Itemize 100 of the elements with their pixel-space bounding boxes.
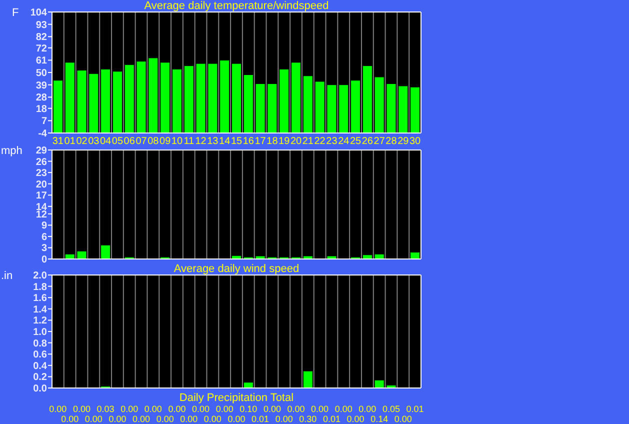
x-tick-label: 09 <box>160 136 172 147</box>
data-label: 0.00 <box>358 404 376 414</box>
x-tick-label: 17 <box>254 136 266 147</box>
text: Average daily wind speed <box>174 263 300 275</box>
y-tick-label: 1.4 <box>33 304 48 316</box>
y-tick-label: 104 <box>30 8 48 18</box>
y-tick-label: 28 <box>36 92 48 104</box>
data-label: 0.01 <box>252 414 270 424</box>
x-tick-label: 23 <box>326 136 338 147</box>
data-label: 0.00 <box>61 414 79 424</box>
x-tick-label: 15 <box>230 136 242 147</box>
y-tick-label: 9 <box>41 220 48 232</box>
data-label: 0.00 <box>180 414 198 424</box>
y-tick-label: 50 <box>36 68 48 79</box>
x-tick-label: 26 <box>362 136 374 147</box>
x-tick-label: 14 <box>219 136 231 147</box>
x-tick-label: 10 <box>171 136 183 147</box>
y-tick-label: 0 <box>41 254 48 266</box>
y-tick-label: 3 <box>41 243 48 254</box>
x-tick-label: 04 <box>100 136 112 147</box>
data-label: 0.00 <box>216 404 234 414</box>
y-tick-label: 6 <box>41 232 48 243</box>
y-axis-title: mph <box>1 144 22 157</box>
x-tick-label: 19 <box>278 136 290 147</box>
x-tick-label: 13 <box>207 136 219 147</box>
data-label: 0.14 <box>370 414 388 424</box>
data-label: 0.00 <box>132 414 150 424</box>
y-tick-label: 29 <box>36 146 48 156</box>
x-tick-label: 28 <box>386 136 398 147</box>
data-label: 0.30 <box>299 414 317 424</box>
y-tick-label: 1.8 <box>33 282 48 293</box>
y-axis-title: .in <box>1 270 13 282</box>
data-label: 0.05 <box>382 404 400 414</box>
y-tick-label: 7 <box>41 116 48 128</box>
y-tick-label: 12 <box>36 209 48 220</box>
data-label: 0.00 <box>156 414 174 424</box>
x-tick-label: 25 <box>350 136 362 147</box>
data-label: 0.00 <box>228 414 246 424</box>
x-tick-label: 21 <box>302 136 314 147</box>
y-tick-label: 1.6 <box>33 293 48 304</box>
data-label: 0.00 <box>275 414 293 424</box>
y-tick-label: 17 <box>36 190 48 202</box>
y-tick-label: 2.0 <box>33 270 48 282</box>
x-tick-label: 12 <box>195 136 207 147</box>
x-tick-label: 24 <box>338 136 350 147</box>
y-tick-label: 72 <box>36 43 48 54</box>
y-axis-title: F <box>12 6 19 19</box>
y-tick-label: 18 <box>36 104 48 115</box>
text: Daily Precipitation Total <box>179 392 294 404</box>
y-tick-label: 0.6 <box>33 350 48 361</box>
x-tick-label: 02 <box>76 136 88 147</box>
y-tick-label: 93 <box>36 20 48 31</box>
data-label: 0.00 <box>72 404 91 414</box>
data-label: 0.00 <box>168 404 186 414</box>
y-tick-label: 1.2 <box>33 316 48 327</box>
data-label: 0.00 <box>346 414 364 424</box>
x-tick-label: 20 <box>290 136 302 147</box>
data-label: 0.00 <box>144 404 162 414</box>
y-tick-label: 0.0 <box>33 384 48 394</box>
data-label: 0.00 <box>84 414 102 424</box>
data-label: 0.00 <box>192 404 210 414</box>
y-tick-label: 82 <box>36 32 48 44</box>
chart-title: Average daily temperature/windspeed <box>144 0 329 12</box>
data-label: 0.00 <box>334 404 352 414</box>
x-tick-label: 27 <box>374 136 386 147</box>
y-tick-label: 23 <box>36 168 48 180</box>
data-label: 0.10 <box>240 404 258 414</box>
y-tick-label: 61 <box>36 56 48 67</box>
x-tick-label: 05 <box>112 136 124 147</box>
y-tick-label: -4 <box>38 128 48 140</box>
y-tick-label: 20 <box>36 179 48 190</box>
data-label: 0.00 <box>120 404 138 414</box>
x-tick-label: 06 <box>124 136 136 147</box>
y-tick-label: 0.2 <box>33 372 48 384</box>
x-tick-label: 29 <box>398 136 410 147</box>
data-label: 0.00 <box>204 414 222 424</box>
y-tick-label: 1.0 <box>33 327 48 338</box>
y-tick-label: 0.8 <box>33 338 48 350</box>
data-label: 0.00 <box>394 414 412 424</box>
data-label: 0.01 <box>322 414 340 424</box>
data-label: 0.03 <box>96 404 114 414</box>
data-label: 0.01 <box>406 404 424 414</box>
x-tick-label: 31 <box>52 136 64 147</box>
data-label: 0.00 <box>49 404 67 414</box>
y-tick-label: 39 <box>36 80 48 92</box>
x-tick-label: 22 <box>314 136 326 147</box>
x-tick-label: 18 <box>266 136 278 147</box>
x-tick-label: 30 <box>409 136 422 147</box>
x-tick-label: 03 <box>88 136 100 147</box>
x-tick-label: 01 <box>64 136 76 147</box>
data-label: 0.00 <box>263 404 281 414</box>
x-tick-label: 16 <box>242 136 254 147</box>
data-label: 0.00 <box>311 404 329 414</box>
data-label: 0.00 <box>108 414 126 424</box>
x-tick-label: 11 <box>184 136 195 147</box>
y-tick-label: 26 <box>36 156 48 168</box>
y-tick-label: 0.4 <box>33 360 48 372</box>
x-tick-label: 07 <box>136 136 148 147</box>
data-label: 0.00 <box>287 404 305 414</box>
x-tick-label: 08 <box>148 136 160 147</box>
